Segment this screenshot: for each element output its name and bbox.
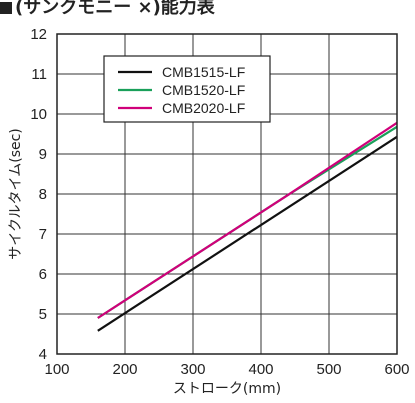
x-tick-label: 200 <box>112 361 137 378</box>
y-tick-label: 4 <box>39 346 47 363</box>
chart-title-text: (サンクモニー ×)能力表 <box>15 0 215 18</box>
y-tick-label: 8 <box>39 186 47 203</box>
legend-label: CMB1515-LF <box>162 64 245 80</box>
legend: CMB1515-LF CMB1520-LF CMB2020-LF <box>103 55 271 123</box>
x-tick-label: 600 <box>384 361 409 378</box>
y-tick-label: 5 <box>39 306 47 323</box>
y-tick-label: 10 <box>30 106 47 123</box>
series-line-1 <box>97 135 398 332</box>
series-line-3 <box>97 121 398 319</box>
y-tick-label: 11 <box>31 66 47 83</box>
legend-label: CMB2020-LF <box>162 100 245 116</box>
x-tick-label: 500 <box>316 361 341 378</box>
x-tick-label: 100 <box>44 361 69 378</box>
y-tick-labels: 4 5 6 7 8 9 10 11 12 <box>30 26 47 363</box>
y-axis-label: サイクルタイム(sec) <box>8 128 24 260</box>
chart-title: (サンクモニー ×)能力表 <box>0 0 215 19</box>
y-tick-label: 12 <box>30 26 47 43</box>
x-tick-labels: 100 200 300 400 500 600 <box>44 361 409 378</box>
legend-label: CMB1520-LF <box>162 82 245 98</box>
y-tick-label: 9 <box>39 146 47 163</box>
y-tick-label: 7 <box>39 226 47 243</box>
series-lines <box>97 121 398 332</box>
title-square-icon <box>0 2 12 14</box>
x-tick-label: 300 <box>180 361 205 378</box>
y-tick-label: 6 <box>39 266 47 283</box>
plot-frame <box>56 33 398 355</box>
x-axis-label: ストローク(mm) <box>173 381 281 397</box>
x-tick-label: 400 <box>248 361 273 378</box>
